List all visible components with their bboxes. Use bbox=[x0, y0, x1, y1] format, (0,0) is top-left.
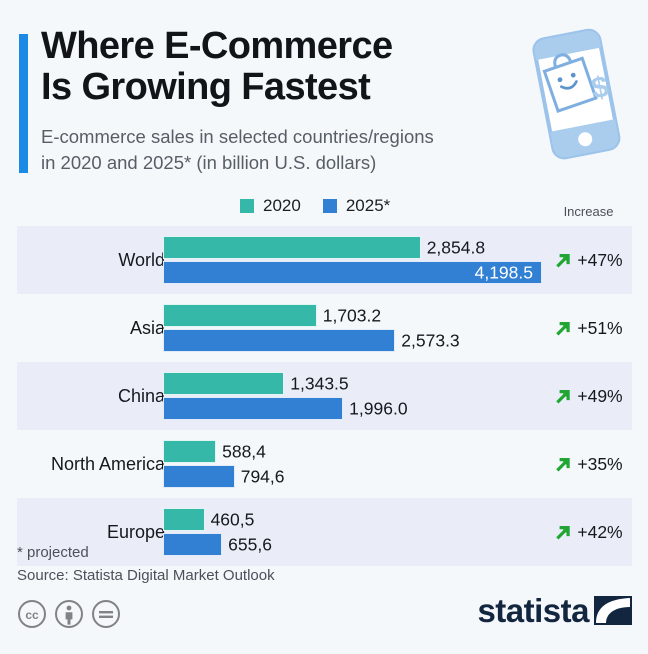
increase-percent: +42% bbox=[577, 521, 623, 542]
legend-label-2025: 2025* bbox=[345, 196, 391, 215]
smartphone-icon: $ bbox=[532, 28, 621, 160]
bar-value-label: 588,4 bbox=[222, 441, 266, 461]
svg-text:cc: cc bbox=[25, 608, 39, 622]
bar-value-label: 460,5 bbox=[210, 509, 255, 529]
bar-fill: 460,5 bbox=[163, 508, 254, 531]
legend-item-2025: 2025* bbox=[322, 196, 391, 216]
arrow-up-right-icon bbox=[556, 389, 571, 403]
row-label-china: China bbox=[117, 385, 165, 406]
statista-logo-mark bbox=[594, 596, 632, 625]
increase-percent: +51% bbox=[577, 317, 623, 338]
subtitle-line-1: E-commerce sales in selected countries/r… bbox=[41, 126, 434, 147]
bar-value-label: 2,573.3 bbox=[401, 330, 460, 350]
title-line-2: Is Growing Fastest bbox=[41, 66, 371, 108]
no-derivatives-icon[interactable] bbox=[91, 599, 121, 629]
arrow-up-right-icon bbox=[556, 321, 571, 335]
bar-fill: 2,854.8 bbox=[163, 236, 485, 259]
table-row: North America 588,4 794,6 +35% bbox=[17, 430, 632, 498]
bar-2020-world: 2,854.8 bbox=[163, 236, 485, 259]
table-row: Europe 460,5 655,6 +42% bbox=[17, 498, 632, 566]
arrow-up-right-icon bbox=[556, 525, 571, 539]
chart-footnote: * projected Source: Statista Digital Mar… bbox=[17, 541, 275, 587]
bar-value-label: 1,996.0 bbox=[349, 398, 408, 418]
svg-text:$: $ bbox=[589, 70, 612, 106]
license-icons: cc bbox=[17, 599, 121, 629]
increase-percent: +47% bbox=[577, 249, 623, 270]
bar-fill: 1,996.0 bbox=[163, 397, 408, 420]
smartphone-shopping-illustration: $ bbox=[517, 22, 637, 172]
creative-commons-icon[interactable]: cc bbox=[17, 599, 47, 629]
page-title: Where E-Commerce Is Growing Fastest bbox=[41, 26, 511, 108]
bar-value-label: 4,198.5 bbox=[474, 262, 533, 282]
bar-fill: 1,703.2 bbox=[163, 304, 381, 327]
footer-bar: cc statista bbox=[0, 590, 648, 654]
subtitle-line-2: in 2020 and 2025* (in billion U.S. dolla… bbox=[41, 152, 377, 173]
legend-label-2020: 2020 bbox=[263, 196, 301, 215]
row-bars: 1,703.2 2,573.3 bbox=[163, 294, 563, 362]
bar-fill: 1,343.5 bbox=[163, 372, 349, 395]
bar-value-label: 1,343.5 bbox=[290, 373, 349, 393]
bar-fill: 4,198.5 bbox=[163, 261, 542, 284]
bar-2025-world: 4,198.5 bbox=[163, 261, 542, 284]
increase-cell: +49% bbox=[545, 362, 632, 430]
increase-cell: +51% bbox=[545, 294, 632, 362]
bar-2025-asia: 2,573.3 bbox=[163, 329, 460, 352]
row-label-north-america: North America bbox=[50, 453, 165, 474]
table-row: Asia 1,703.2 2,573.3 +51% bbox=[17, 294, 632, 362]
increase-cell: +42% bbox=[545, 498, 632, 566]
table-row: World 2,854.8 4,198.5 +47% bbox=[17, 226, 632, 294]
title-line-1: Where E-Commerce bbox=[41, 25, 393, 67]
row-label-asia: Asia bbox=[129, 317, 165, 338]
row-bars: 1,343.5 1,996.0 bbox=[163, 362, 563, 430]
bar-fill: 588,4 bbox=[163, 440, 266, 463]
increase-column-header: Increase bbox=[563, 204, 614, 219]
bar-2025-europe: 655,6 bbox=[163, 533, 272, 556]
statista-logo[interactable]: statista bbox=[477, 594, 632, 627]
table-row: China 1,343.5 1,996.0 +49% bbox=[17, 362, 632, 430]
title-accent-bar bbox=[19, 34, 28, 173]
bar-2020-europe: 460,5 bbox=[163, 508, 254, 531]
footnote-source: Source: Statista Digital Market Outlook bbox=[17, 567, 275, 584]
bar-fill: 655,6 bbox=[163, 533, 272, 556]
increase-percent: +35% bbox=[577, 453, 623, 474]
row-bars: 588,4 794,6 bbox=[163, 430, 563, 498]
row-bars: 460,5 655,6 bbox=[163, 498, 563, 566]
statista-wordmark: statista bbox=[477, 592, 589, 629]
increase-cell: +47% bbox=[545, 226, 632, 294]
legend-swatch-2020 bbox=[240, 199, 254, 213]
bar-fill: 794,6 bbox=[163, 465, 285, 488]
attribution-icon[interactable] bbox=[54, 599, 84, 629]
bar-value-label: 794,6 bbox=[240, 466, 285, 486]
bar-2025-north-america: 794,6 bbox=[163, 465, 285, 488]
arrow-up-right-icon bbox=[556, 457, 571, 471]
bar-value-label: 1,703.2 bbox=[322, 305, 382, 325]
arrow-up-right-icon bbox=[556, 253, 571, 267]
row-label-europe: Europe bbox=[106, 521, 165, 542]
chart-rows: World 2,854.8 4,198.5 +47% Asia 1,703.2 2,573.… bbox=[17, 226, 632, 566]
bar-2020-china: 1,343.5 bbox=[163, 372, 349, 395]
increase-percent: +49% bbox=[577, 385, 623, 406]
footnote-projected: * projected bbox=[17, 544, 89, 561]
bar-value-label: 2,854.8 bbox=[426, 237, 486, 257]
chart-legend: 2020 2025* bbox=[240, 196, 390, 216]
bar-2020-asia: 1,703.2 bbox=[163, 304, 381, 327]
bar-2020-north-america: 588,4 bbox=[163, 440, 266, 463]
increase-cell: +35% bbox=[545, 430, 632, 498]
bar-2025-china: 1,996.0 bbox=[163, 397, 408, 420]
page-subtitle: E-commerce sales in selected countries/r… bbox=[41, 124, 541, 176]
row-bars: 2,854.8 4,198.5 bbox=[163, 226, 563, 294]
legend-item-2020: 2020 bbox=[240, 196, 301, 216]
bar-value-label: 655,6 bbox=[228, 534, 272, 554]
row-label-world: World bbox=[118, 249, 165, 270]
legend-swatch-2025 bbox=[322, 199, 337, 213]
bar-fill: 2,573.3 bbox=[163, 329, 460, 352]
